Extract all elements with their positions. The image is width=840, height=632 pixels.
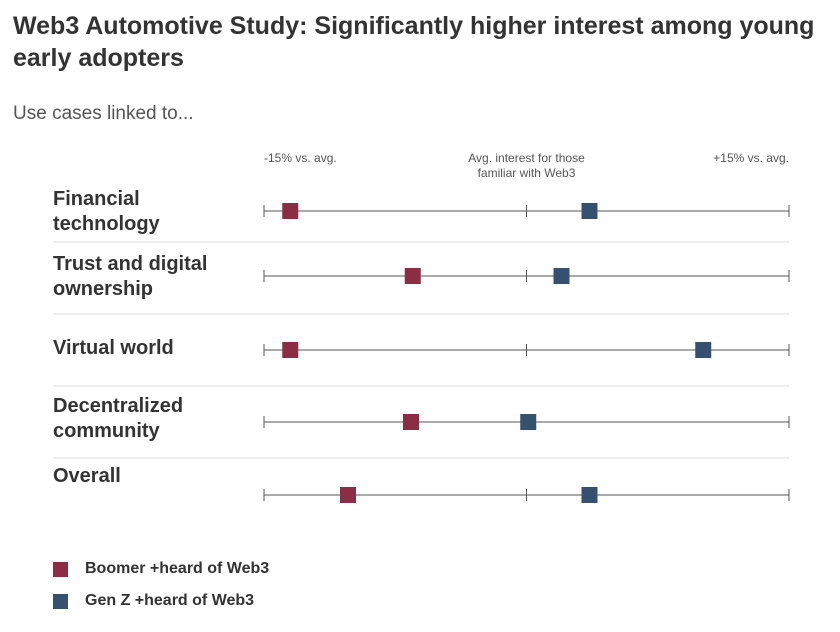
tick-label-right: +15% vs. avg.	[713, 151, 789, 165]
legend-label-boomer: Boomer +heard of Web3	[85, 560, 270, 577]
genz-marker-5	[581, 487, 598, 503]
legend-swatch-genz	[53, 593, 68, 609]
category-label-2: Trust and digital ownership	[53, 253, 207, 300]
tick-label-left: -15% vs. avg.	[264, 151, 337, 165]
genz-marker-2	[553, 268, 570, 284]
chart-title: Web3 Automotive Study: Significantly hig…	[13, 12, 815, 72]
category-label-4: Decentralized community	[53, 395, 183, 442]
genz-marker-1	[581, 203, 598, 219]
boomer-marker-4	[403, 414, 419, 430]
boomer-marker-1	[282, 203, 299, 219]
category-label-1: Financial technology	[53, 188, 161, 235]
legend-item-genz: Gen Z +heard of Web3	[53, 592, 269, 610]
boomer-marker-3	[282, 342, 299, 358]
legend-swatch-boomer	[53, 561, 68, 577]
legend-label-genz: Gen Z +heard of Web3	[85, 592, 255, 609]
boomer-marker-2	[404, 268, 421, 284]
legend-item-boomer: Boomer +heard of Web3	[53, 560, 269, 578]
tick-label-center: Avg. interest for those familiar with Web…	[468, 151, 585, 180]
boomer-marker-5	[340, 487, 356, 503]
category-label-3: Virtual world	[53, 337, 174, 359]
genz-marker-4	[520, 414, 537, 430]
genz-marker-3	[695, 342, 712, 358]
chart-subtitle: Use cases linked to...	[13, 103, 194, 124]
category-label-5: Overall	[53, 465, 121, 487]
legend: Boomer +heard of Web3 Gen Z +heard of We…	[53, 560, 269, 624]
